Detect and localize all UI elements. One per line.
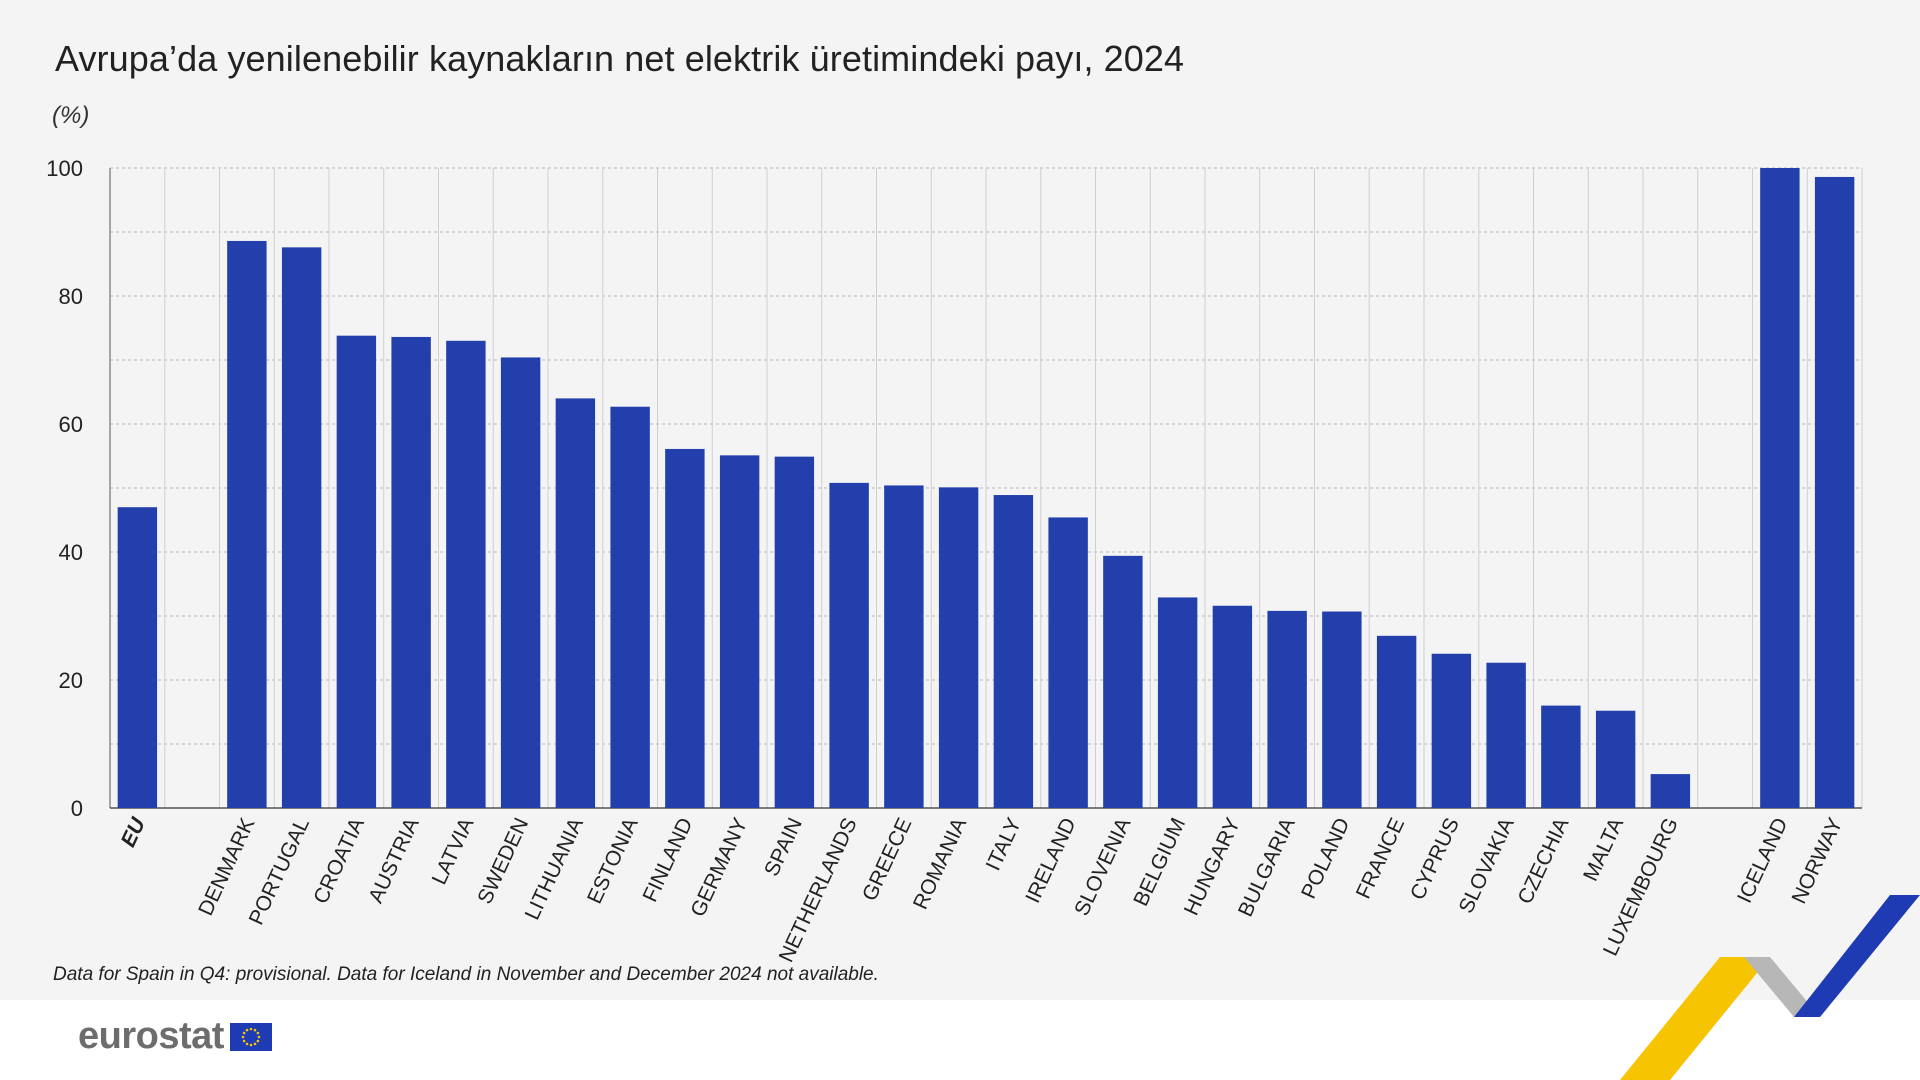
x-tick-label: SWEDEN <box>473 814 533 907</box>
x-tick-label: CROATIA <box>309 814 369 907</box>
bar <box>610 406 650 808</box>
x-tick-label: ITALY <box>982 814 1026 874</box>
eurostat-logo[interactable]: eurostat <box>78 1015 272 1058</box>
bar <box>446 340 486 808</box>
x-tick-label: ESTONIA <box>583 814 643 907</box>
bar <box>1048 517 1088 808</box>
bar <box>227 240 267 808</box>
bar <box>719 455 760 808</box>
y-tick-label: 20 <box>59 668 83 693</box>
bar <box>555 398 596 808</box>
x-tick-label: MALTA <box>1579 814 1628 884</box>
bar <box>665 448 705 808</box>
x-tick-label: NORWAY <box>1788 814 1848 907</box>
bar <box>1103 555 1143 808</box>
y-tick-label: 0 <box>71 796 83 821</box>
bar <box>1267 610 1307 808</box>
bar <box>774 456 815 808</box>
x-tick-label: SLOVAKIA <box>1455 814 1519 916</box>
x-tick-label: ICELAND <box>1733 814 1792 906</box>
bar <box>391 336 431 808</box>
brand-name: eurostat <box>78 1015 224 1057</box>
x-tick-label: LATVIA <box>428 814 479 888</box>
x-tick-label: FINLAND <box>639 814 698 905</box>
x-tick-label: POLAND <box>1297 814 1354 902</box>
bar <box>1760 168 1800 808</box>
x-tick-label: SLOVENIA <box>1070 814 1135 919</box>
bar <box>1814 176 1855 808</box>
bar <box>1431 653 1472 808</box>
bar <box>1212 605 1253 808</box>
bar <box>1157 597 1198 808</box>
bar <box>500 357 541 808</box>
ribbon-logo-icon <box>1620 895 1920 1080</box>
bar <box>993 495 1034 808</box>
y-axis-unit: (%) <box>52 102 90 129</box>
x-tick-label: ROMANIA <box>909 814 971 913</box>
y-tick-label: 80 <box>59 284 83 309</box>
bar <box>281 247 322 809</box>
eu-flag-icon <box>229 1022 272 1051</box>
bar <box>1486 662 1526 808</box>
x-tick-label: CYPRUS <box>1406 814 1464 903</box>
x-tick-label: AUSTRIA <box>364 814 423 906</box>
x-tick-label: FRANCE <box>1352 814 1409 902</box>
y-tick-label: 100 <box>46 156 83 181</box>
x-tick-label: CZECHIA <box>1514 814 1574 907</box>
bar <box>336 335 377 808</box>
bar <box>1541 705 1581 808</box>
footnote: Data for Spain in Q4: provisional. Data … <box>53 964 879 985</box>
bar <box>1650 774 1691 808</box>
y-tick-label: 40 <box>59 540 83 565</box>
bar <box>1595 710 1636 808</box>
y-tick-label: 60 <box>59 412 83 437</box>
x-tick-label: IRELAND <box>1021 814 1080 906</box>
x-tick-label: HUNGARY <box>1180 814 1245 919</box>
bar <box>1376 635 1417 808</box>
x-tick-label: LITHUANIA <box>521 814 588 923</box>
x-tick-label: SPAIN <box>760 814 807 879</box>
x-tick-label: BULGARIA <box>1234 814 1300 920</box>
bar <box>117 507 158 808</box>
x-tick-label: DENMARK <box>194 814 259 919</box>
x-tick-label: BELGIUM <box>1129 814 1190 909</box>
bar <box>938 487 979 808</box>
bar <box>884 485 924 808</box>
x-tick-label: EU <box>117 814 151 851</box>
bar <box>1322 611 1362 808</box>
bar <box>829 482 869 808</box>
x-tick-label: GREECE <box>858 814 916 904</box>
x-tick-label: GERMANY <box>686 814 752 920</box>
chart-title: Avrupa’da yenilenebilir kaynakların net … <box>55 38 1185 79</box>
